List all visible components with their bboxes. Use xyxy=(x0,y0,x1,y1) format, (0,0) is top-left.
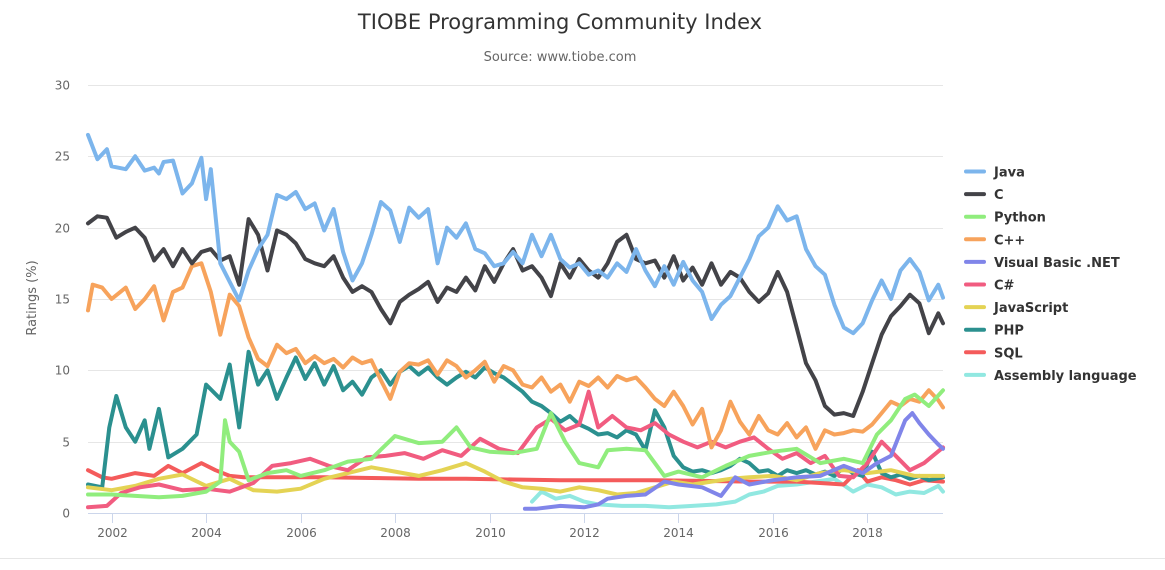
y-axis-label: Ratings (%) xyxy=(25,260,40,335)
x-tick-label: 2012 xyxy=(569,526,600,540)
legend-label: SQL xyxy=(994,346,1023,361)
legend-label: Visual Basic .NET xyxy=(994,256,1120,271)
legend-label: C# xyxy=(994,279,1015,294)
y-tick-label: 10 xyxy=(55,364,70,378)
series-line-c[interactable] xyxy=(86,261,945,451)
legend-label: Python xyxy=(994,211,1046,226)
x-tick-label: 2004 xyxy=(191,526,222,540)
legend-label: PHP xyxy=(994,324,1024,339)
legend-item-c[interactable]: C xyxy=(964,188,1004,203)
y-tick-label: 5 xyxy=(62,436,70,450)
series-line-assembly-language[interactable] xyxy=(530,476,945,510)
legend-item-sql[interactable]: SQL xyxy=(964,346,1023,361)
y-tick-label: 25 xyxy=(55,150,70,164)
series-line-php[interactable] xyxy=(86,349,945,490)
x-tick-label: 2016 xyxy=(758,526,789,540)
legend-item-python[interactable]: Python xyxy=(964,211,1046,226)
legend-label: Assembly language xyxy=(994,369,1137,384)
x-tick-label: 2006 xyxy=(286,526,317,540)
series-line-python[interactable] xyxy=(86,388,945,500)
y-tick-label: 15 xyxy=(55,293,70,307)
legend-item-javascript[interactable]: JavaScript xyxy=(964,301,1068,316)
x-tick-label: 2008 xyxy=(380,526,411,540)
x-tick-label: 2018 xyxy=(852,526,883,540)
series-line-java[interactable] xyxy=(86,132,945,336)
x-tick-label: 2002 xyxy=(97,526,128,540)
chart-title: TIOBE Programming Community Index xyxy=(357,10,762,34)
legend-label: C xyxy=(994,188,1004,203)
legend-item-visual-basic-net[interactable]: Visual Basic .NET xyxy=(964,256,1120,271)
x-tick-label: 2010 xyxy=(475,526,506,540)
axes: 0 5 10 15 20 25 30 2002 2004 2006 2008 2010 2012 2014… xyxy=(55,79,943,540)
series-group xyxy=(86,132,945,511)
legend-item-php[interactable]: PHP xyxy=(964,324,1024,339)
series-line-visual-basic-net[interactable] xyxy=(522,411,945,511)
y-tick-label: 0 xyxy=(62,507,70,521)
legend[interactable]: Java C Python C++ Visual Basic .NET C# JavaScr… xyxy=(964,166,1137,384)
y-tick-label: 30 xyxy=(55,79,70,93)
legend-label: JavaScript xyxy=(993,301,1068,316)
y-tick-label: 20 xyxy=(55,222,70,236)
legend-item-c[interactable]: C++ xyxy=(964,233,1025,248)
series-line-sql[interactable] xyxy=(86,461,945,487)
legend-item-c[interactable]: C# xyxy=(964,279,1015,294)
legend-label: C++ xyxy=(994,233,1025,248)
legend-label: Java xyxy=(993,166,1025,181)
legend-item-assembly-language[interactable]: Assembly language xyxy=(964,369,1137,384)
x-tick-label: 2014 xyxy=(663,526,694,540)
legend-item-java[interactable]: Java xyxy=(964,166,1025,181)
chart-subtitle: Source: www.tiobe.com xyxy=(484,50,637,65)
